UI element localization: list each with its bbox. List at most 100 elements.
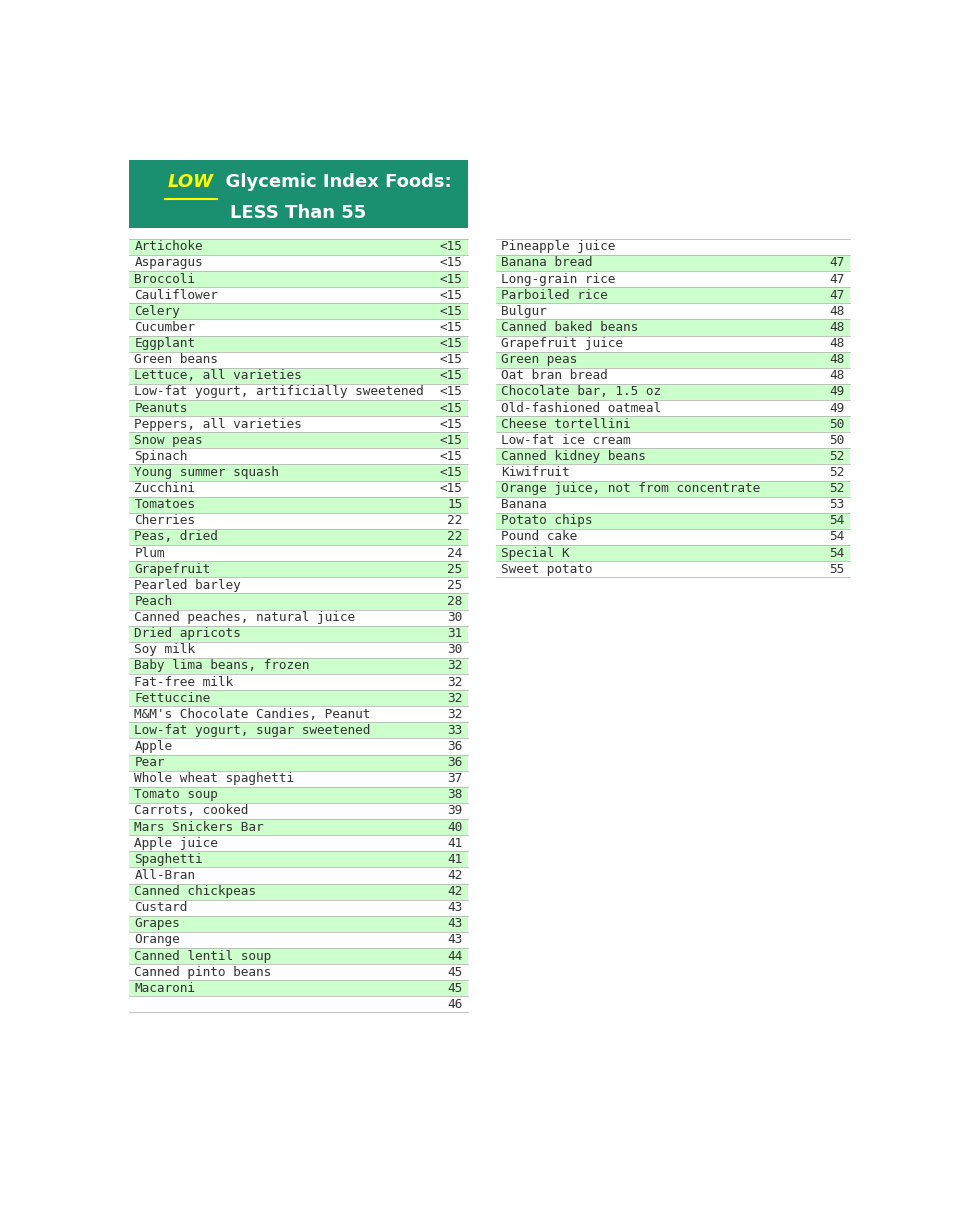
- FancyBboxPatch shape: [129, 641, 468, 658]
- Text: <15: <15: [440, 402, 463, 415]
- Text: 54: 54: [829, 546, 845, 560]
- FancyBboxPatch shape: [129, 512, 468, 529]
- FancyBboxPatch shape: [129, 529, 468, 545]
- Text: 32: 32: [448, 708, 463, 720]
- FancyBboxPatch shape: [496, 254, 850, 271]
- Text: Long-grain rice: Long-grain rice: [502, 273, 616, 286]
- Text: Low-fat yogurt, sugar sweetened: Low-fat yogurt, sugar sweetened: [135, 724, 371, 738]
- Text: <15: <15: [440, 337, 463, 350]
- Text: Cucumber: Cucumber: [135, 321, 195, 333]
- Text: 52: 52: [829, 450, 845, 462]
- FancyBboxPatch shape: [129, 706, 468, 723]
- Text: Mars Snickers Bar: Mars Snickers Bar: [135, 820, 264, 834]
- Text: Canned baked beans: Canned baked beans: [502, 321, 639, 333]
- Text: 54: 54: [829, 531, 845, 544]
- Text: 39: 39: [448, 804, 463, 818]
- Text: 37: 37: [448, 773, 463, 785]
- Text: Cheese tortellini: Cheese tortellini: [502, 417, 631, 431]
- Text: Tomato soup: Tomato soup: [135, 789, 218, 801]
- Text: 53: 53: [829, 498, 845, 511]
- FancyBboxPatch shape: [496, 400, 850, 416]
- Text: 49: 49: [829, 386, 845, 398]
- Text: Pound cake: Pound cake: [502, 531, 578, 544]
- Text: Macaroni: Macaroni: [135, 982, 195, 994]
- FancyBboxPatch shape: [129, 465, 468, 481]
- Text: Celery: Celery: [135, 304, 180, 318]
- FancyBboxPatch shape: [129, 416, 468, 432]
- Text: Cherries: Cherries: [135, 515, 195, 527]
- FancyBboxPatch shape: [496, 497, 850, 512]
- Text: 41: 41: [448, 837, 463, 849]
- Text: 52: 52: [829, 466, 845, 479]
- Text: Canned pinto beans: Canned pinto beans: [135, 965, 272, 978]
- Text: Canned peaches, natural juice: Canned peaches, natural juice: [135, 611, 356, 624]
- FancyBboxPatch shape: [496, 303, 850, 319]
- Text: 48: 48: [829, 321, 845, 333]
- Text: <15: <15: [440, 386, 463, 398]
- FancyBboxPatch shape: [129, 852, 468, 868]
- Text: Banana bread: Banana bread: [502, 257, 593, 269]
- FancyBboxPatch shape: [129, 594, 468, 610]
- FancyBboxPatch shape: [496, 561, 850, 577]
- FancyBboxPatch shape: [129, 803, 468, 819]
- Text: 30: 30: [448, 644, 463, 656]
- FancyBboxPatch shape: [129, 161, 468, 228]
- FancyBboxPatch shape: [129, 577, 468, 594]
- Text: 25: 25: [448, 562, 463, 576]
- Text: Young summer squash: Young summer squash: [135, 466, 279, 479]
- Text: Zucchini: Zucchini: [135, 482, 195, 495]
- Text: 41: 41: [448, 853, 463, 865]
- FancyBboxPatch shape: [129, 319, 468, 336]
- FancyBboxPatch shape: [129, 948, 468, 964]
- Text: Potato chips: Potato chips: [502, 515, 593, 527]
- Text: Apple juice: Apple juice: [135, 837, 218, 849]
- Text: All-Bran: All-Bran: [135, 869, 195, 882]
- Text: 15: 15: [448, 498, 463, 511]
- Text: Whole wheat spaghetti: Whole wheat spaghetti: [135, 773, 294, 785]
- FancyBboxPatch shape: [129, 997, 468, 1013]
- FancyBboxPatch shape: [129, 400, 468, 416]
- Text: 50: 50: [829, 417, 845, 431]
- Text: Old-fashioned oatmeal: Old-fashioned oatmeal: [502, 402, 661, 415]
- FancyBboxPatch shape: [129, 497, 468, 512]
- FancyBboxPatch shape: [496, 336, 850, 352]
- Text: Kiwifruit: Kiwifruit: [502, 466, 570, 479]
- FancyBboxPatch shape: [129, 481, 468, 497]
- Text: Green beans: Green beans: [135, 353, 218, 366]
- FancyBboxPatch shape: [496, 352, 850, 368]
- FancyBboxPatch shape: [496, 545, 850, 561]
- Text: Grapefruit: Grapefruit: [135, 562, 210, 576]
- FancyBboxPatch shape: [129, 819, 468, 835]
- Text: 28: 28: [448, 595, 463, 608]
- Text: Bulgur: Bulgur: [502, 304, 547, 318]
- Text: Plum: Plum: [135, 546, 164, 560]
- Text: Peas, dried: Peas, dried: [135, 531, 218, 544]
- FancyBboxPatch shape: [129, 915, 468, 932]
- Text: 33: 33: [448, 724, 463, 738]
- FancyBboxPatch shape: [129, 271, 468, 287]
- Text: Broccoli: Broccoli: [135, 273, 195, 286]
- Text: 22: 22: [448, 515, 463, 527]
- Text: Grapes: Grapes: [135, 918, 180, 930]
- Text: 48: 48: [829, 304, 845, 318]
- FancyBboxPatch shape: [129, 884, 468, 899]
- Text: Banana: Banana: [502, 498, 547, 511]
- Text: 40: 40: [448, 820, 463, 834]
- Text: Oat bran bread: Oat bran bread: [502, 369, 608, 382]
- FancyBboxPatch shape: [496, 368, 850, 383]
- Text: Eggplant: Eggplant: [135, 337, 195, 350]
- Text: Sweet potato: Sweet potato: [502, 562, 593, 576]
- Text: LESS Than 55: LESS Than 55: [231, 203, 367, 221]
- Text: Fat-free milk: Fat-free milk: [135, 675, 234, 689]
- Text: <15: <15: [440, 417, 463, 431]
- Text: <15: <15: [440, 321, 463, 333]
- Text: <15: <15: [440, 466, 463, 479]
- Text: 45: 45: [448, 965, 463, 978]
- Text: Low-fat yogurt, artificially sweetened: Low-fat yogurt, artificially sweetened: [135, 386, 424, 398]
- FancyBboxPatch shape: [129, 755, 468, 770]
- FancyBboxPatch shape: [129, 448, 468, 465]
- Text: 36: 36: [448, 756, 463, 769]
- FancyBboxPatch shape: [496, 512, 850, 529]
- Text: Spinach: Spinach: [135, 450, 187, 462]
- FancyBboxPatch shape: [129, 723, 468, 739]
